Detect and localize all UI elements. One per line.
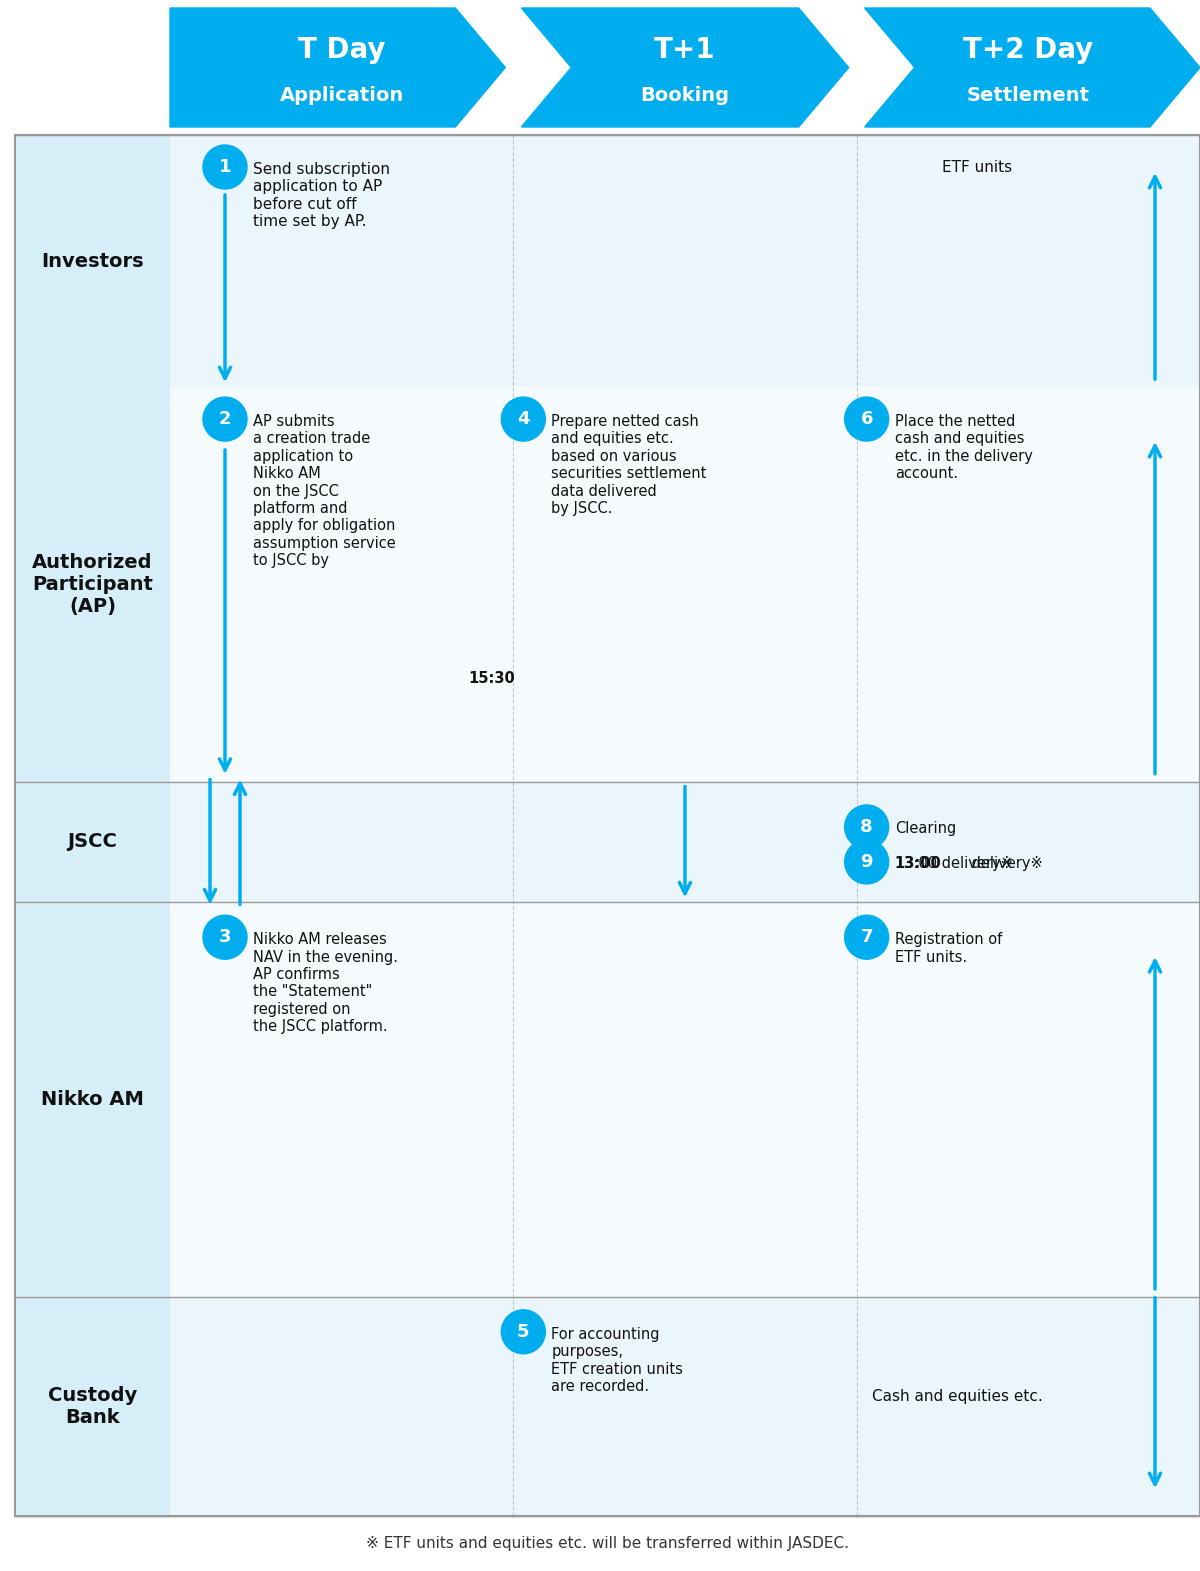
Text: Send subscription
application to AP
before cut off
time set by AP.: Send subscription application to AP befo… bbox=[253, 162, 390, 229]
Polygon shape bbox=[521, 8, 848, 127]
Text: ※ ETF units and equities etc. will be transferred within JASDEC.: ※ ETF units and equities etc. will be tr… bbox=[366, 1536, 850, 1551]
Text: JSCC: JSCC bbox=[67, 833, 118, 851]
Text: Booking: Booking bbox=[641, 86, 730, 105]
Circle shape bbox=[502, 397, 545, 441]
FancyBboxPatch shape bbox=[14, 0, 1200, 135]
Text: 7: 7 bbox=[860, 928, 872, 946]
Text: Registration of
ETF units.: Registration of ETF units. bbox=[895, 932, 1002, 965]
Text: Cash and equities etc.: Cash and equities etc. bbox=[871, 1389, 1043, 1404]
Text: T+1: T+1 bbox=[654, 36, 715, 63]
Text: 9: 9 bbox=[860, 853, 872, 870]
Text: Application: Application bbox=[280, 86, 403, 105]
Text: 15:30: 15:30 bbox=[468, 671, 515, 687]
Circle shape bbox=[845, 916, 889, 960]
Text: Settlement: Settlement bbox=[967, 86, 1090, 105]
Polygon shape bbox=[865, 8, 1200, 127]
Text: 3: 3 bbox=[218, 928, 232, 946]
Text: 13:00 delivery※: 13:00 delivery※ bbox=[895, 856, 1013, 870]
Text: T+2 Day: T+2 Day bbox=[964, 36, 1093, 63]
Text: Investors: Investors bbox=[41, 251, 144, 270]
Bar bbox=[14, 386, 1200, 782]
Polygon shape bbox=[170, 8, 505, 127]
Bar bbox=[14, 902, 1200, 1296]
Circle shape bbox=[845, 397, 889, 441]
Text: 13:00: 13:00 bbox=[895, 856, 942, 870]
Text: For accounting
purposes,
ETF creation units
are recorded.: For accounting purposes, ETF creation un… bbox=[551, 1327, 683, 1393]
Bar bbox=[14, 1296, 1200, 1516]
Circle shape bbox=[203, 145, 247, 189]
Circle shape bbox=[203, 397, 247, 441]
Text: Nikko AM: Nikko AM bbox=[41, 1090, 144, 1109]
Bar bbox=[14, 135, 170, 386]
Bar bbox=[14, 902, 170, 1296]
Bar bbox=[14, 135, 1200, 1516]
Text: Clearing: Clearing bbox=[895, 822, 956, 836]
Text: T Day: T Day bbox=[298, 36, 385, 63]
Bar bbox=[14, 135, 1200, 386]
Bar bbox=[14, 782, 1200, 902]
Circle shape bbox=[845, 840, 889, 884]
Text: Prepare netted cash
and equities etc.
based on various
securities settlement
dat: Prepare netted cash and equities etc. ba… bbox=[551, 415, 707, 517]
Text: Custody
Bank: Custody Bank bbox=[48, 1386, 137, 1426]
Bar bbox=[14, 386, 170, 782]
Text: Authorized
Participant
(AP): Authorized Participant (AP) bbox=[32, 553, 152, 616]
Bar bbox=[14, 782, 170, 902]
Text: 8: 8 bbox=[860, 818, 872, 836]
Text: 1: 1 bbox=[218, 159, 232, 176]
Circle shape bbox=[502, 1310, 545, 1354]
Text: Place the netted
cash and equities
etc. in the delivery
account.: Place the netted cash and equities etc. … bbox=[895, 415, 1032, 481]
Text: Nikko AM releases
NAV in the evening.
AP confirms
the "Statement"
registered on
: Nikko AM releases NAV in the evening. AP… bbox=[253, 932, 398, 1034]
Text: delivery※: delivery※ bbox=[967, 856, 1043, 870]
Text: AP submits
a creation trade
application to
Nikko AM
on the JSCC
platform and
app: AP submits a creation trade application … bbox=[253, 415, 396, 569]
Text: 4: 4 bbox=[517, 410, 529, 427]
Bar bbox=[14, 1296, 170, 1516]
Circle shape bbox=[203, 916, 247, 960]
Text: 6: 6 bbox=[860, 410, 872, 427]
Text: 2: 2 bbox=[218, 410, 232, 427]
Text: ETF units: ETF units bbox=[942, 160, 1012, 174]
Text: 5: 5 bbox=[517, 1323, 529, 1340]
Circle shape bbox=[845, 804, 889, 848]
